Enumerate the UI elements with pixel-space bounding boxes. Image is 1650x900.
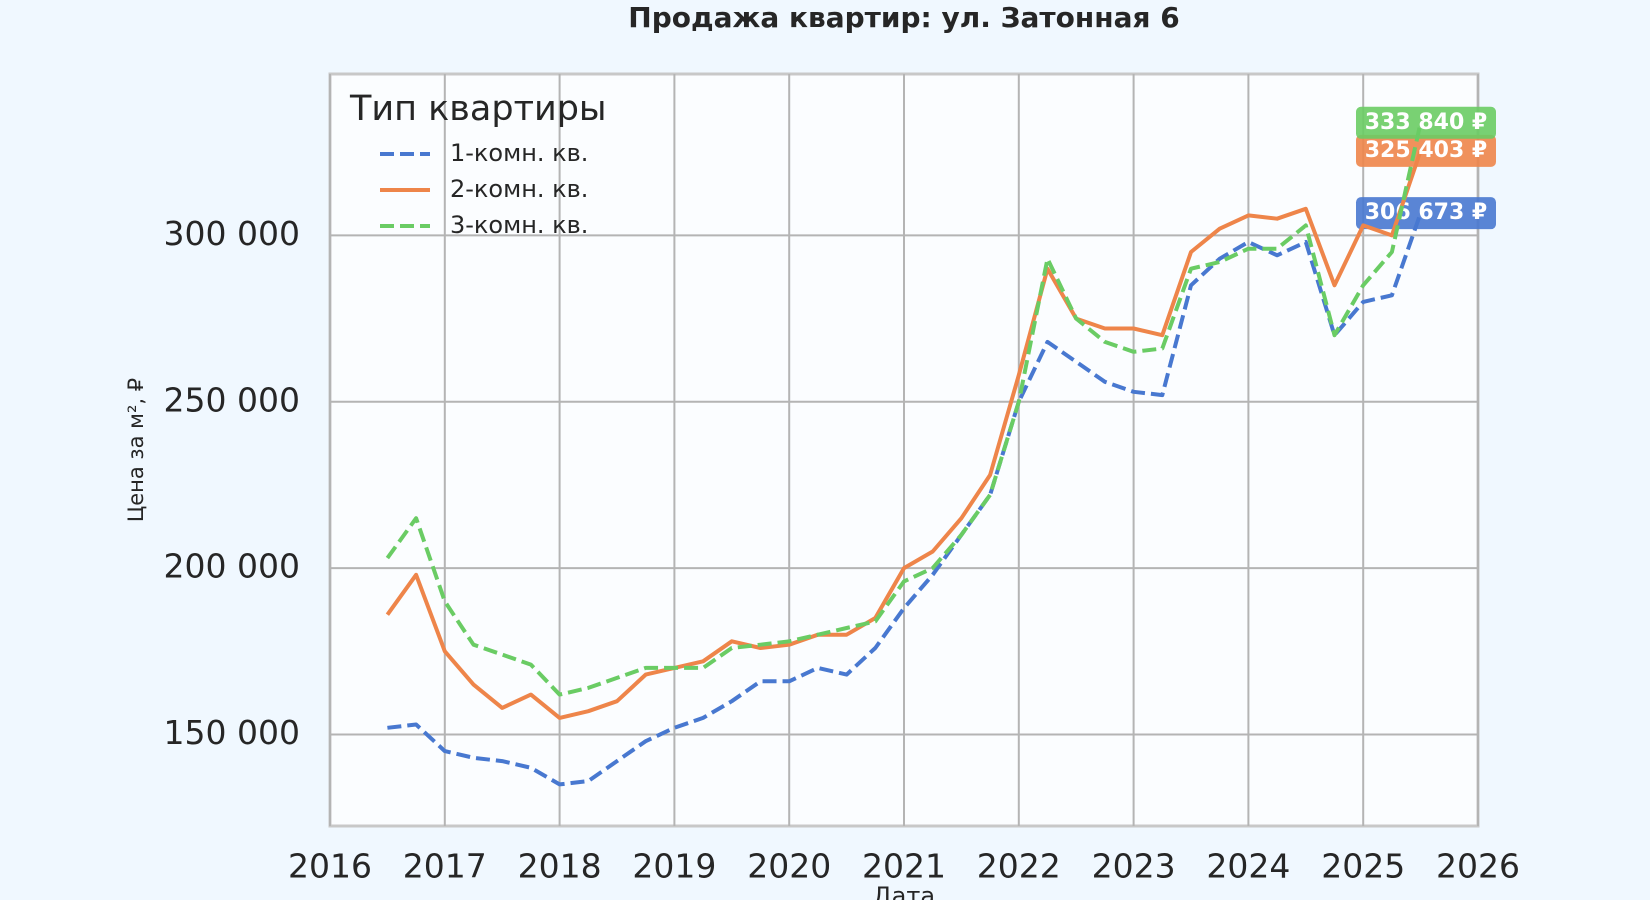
value-label: 325 403 ₽	[1365, 138, 1487, 163]
x-tick-label: 2020	[747, 847, 831, 886]
legend-label: 2-комн. кв.	[450, 175, 588, 203]
x-tick-label: 2022	[977, 847, 1061, 886]
series-line	[385, 122, 1423, 697]
y-tick-label: 150 000	[164, 713, 300, 752]
chart-title: Продажа квартир: ул. Затонная 6	[628, 1, 1179, 34]
legend-title: Тип квартиры	[349, 89, 607, 129]
series-line	[387, 212, 1423, 787]
value-label-box	[1356, 197, 1496, 230]
x-tick-label: 2023	[1092, 847, 1176, 886]
value-label: 306 673 ₽	[1365, 200, 1487, 225]
y-tick-label: 250 000	[164, 380, 300, 419]
value-label-box	[1356, 106, 1496, 139]
legend-label: 3-комн. кв.	[450, 211, 588, 239]
legend-label: 1-комн. кв.	[450, 139, 588, 167]
x-tick-label: 2024	[1206, 847, 1290, 886]
y-axis-label: Цена за м², ₽	[124, 378, 148, 522]
x-tick-label: 2017	[403, 847, 487, 886]
x-tick-label: 2021	[862, 847, 946, 886]
value-label: 333 840 ₽	[1365, 110, 1487, 135]
x-tick-label: 2016	[288, 847, 372, 886]
series-line	[385, 150, 1423, 720]
y-tick-label: 300 000	[164, 214, 300, 253]
x-tick-label: 2026	[1436, 847, 1520, 886]
x-tick-label: 2025	[1321, 847, 1405, 886]
x-axis-label: Дата	[873, 882, 935, 900]
x-tick-label: 2018	[518, 847, 602, 886]
value-label-box	[1356, 134, 1496, 167]
y-tick-label: 200 000	[164, 547, 300, 586]
x-tick-label: 2019	[632, 847, 716, 886]
